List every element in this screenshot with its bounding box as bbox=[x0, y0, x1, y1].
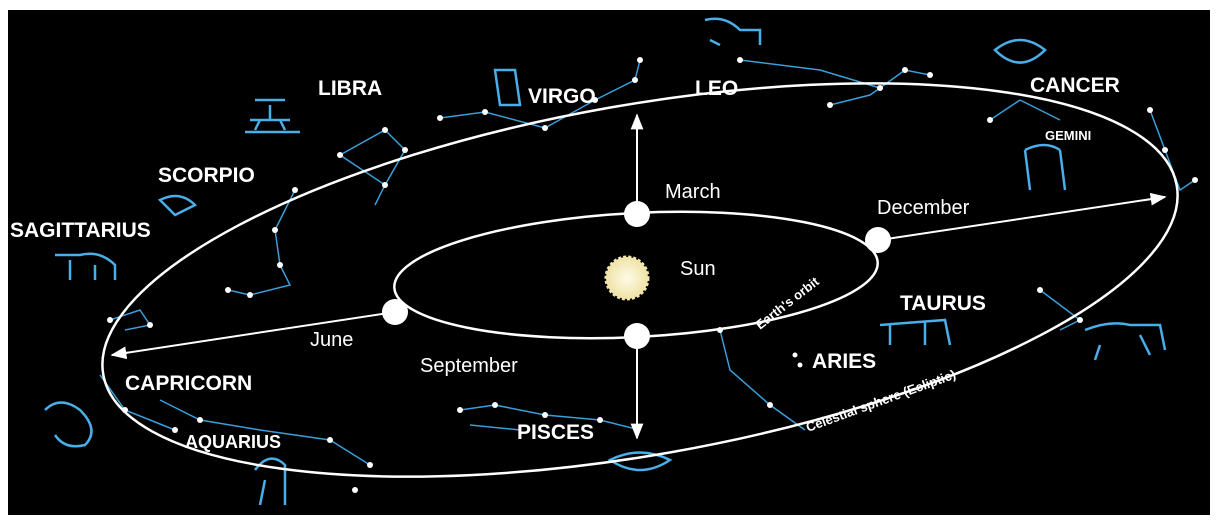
constellation-label: TAURUS bbox=[900, 292, 986, 315]
constellation-label: CAPRICORN bbox=[125, 372, 252, 395]
month-label: September bbox=[420, 355, 518, 377]
constellation-label: SAGITTARIUS bbox=[10, 219, 151, 242]
constellation-label: AQUARIUS bbox=[185, 432, 281, 452]
zodiac-diagram: Sun Earth's orbit Celestial sphere (Ecli… bbox=[0, 0, 1217, 526]
month-label: June bbox=[310, 329, 353, 351]
month-label: March bbox=[665, 181, 721, 203]
constellation-label: GEMINI bbox=[1045, 128, 1091, 143]
earth bbox=[382, 299, 408, 325]
constellation-label: PISCES bbox=[517, 421, 594, 444]
constellation-label: LEO bbox=[695, 77, 738, 100]
earth bbox=[865, 227, 891, 253]
earth bbox=[624, 323, 650, 349]
constellation-label: LIBRA bbox=[318, 77, 382, 100]
sun bbox=[606, 257, 648, 299]
constellation-label: VIRGO bbox=[528, 85, 596, 108]
constellation-label: ARIES bbox=[812, 350, 876, 373]
constellation-label: SCORPIO bbox=[158, 164, 255, 187]
constellation-label: CANCER bbox=[1030, 74, 1120, 97]
sun-label: Sun bbox=[680, 258, 716, 280]
earth bbox=[624, 201, 650, 227]
month-label: December bbox=[877, 197, 970, 219]
